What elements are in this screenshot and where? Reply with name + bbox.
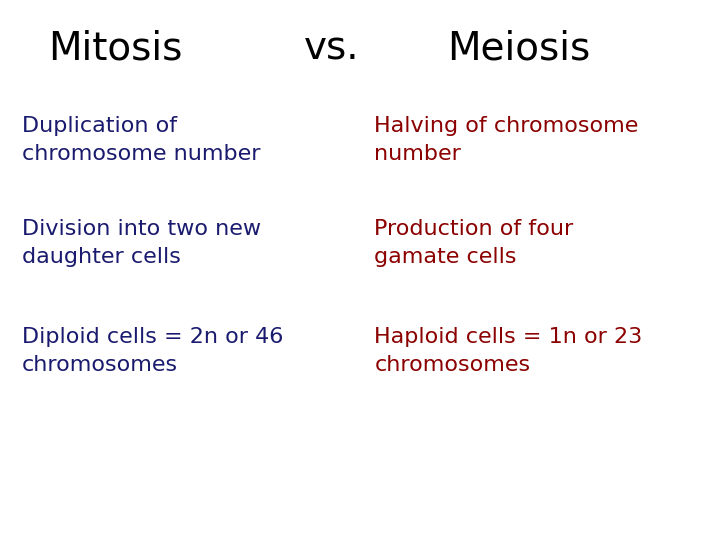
Text: Halving of chromosome
number: Halving of chromosome number: [374, 117, 639, 164]
Text: Production of four
gamate cells: Production of four gamate cells: [374, 219, 574, 267]
Text: Diploid cells = 2n or 46
chromosomes: Diploid cells = 2n or 46 chromosomes: [22, 327, 283, 375]
Text: vs.: vs.: [303, 30, 359, 68]
Text: Haploid cells = 1n or 23
chromosomes: Haploid cells = 1n or 23 chromosomes: [374, 327, 643, 375]
Text: Mitosis: Mitosis: [48, 30, 182, 68]
Text: Duplication of
chromosome number: Duplication of chromosome number: [22, 117, 260, 164]
Text: Division into two new
daughter cells: Division into two new daughter cells: [22, 219, 261, 267]
Text: Meiosis: Meiosis: [447, 30, 590, 68]
